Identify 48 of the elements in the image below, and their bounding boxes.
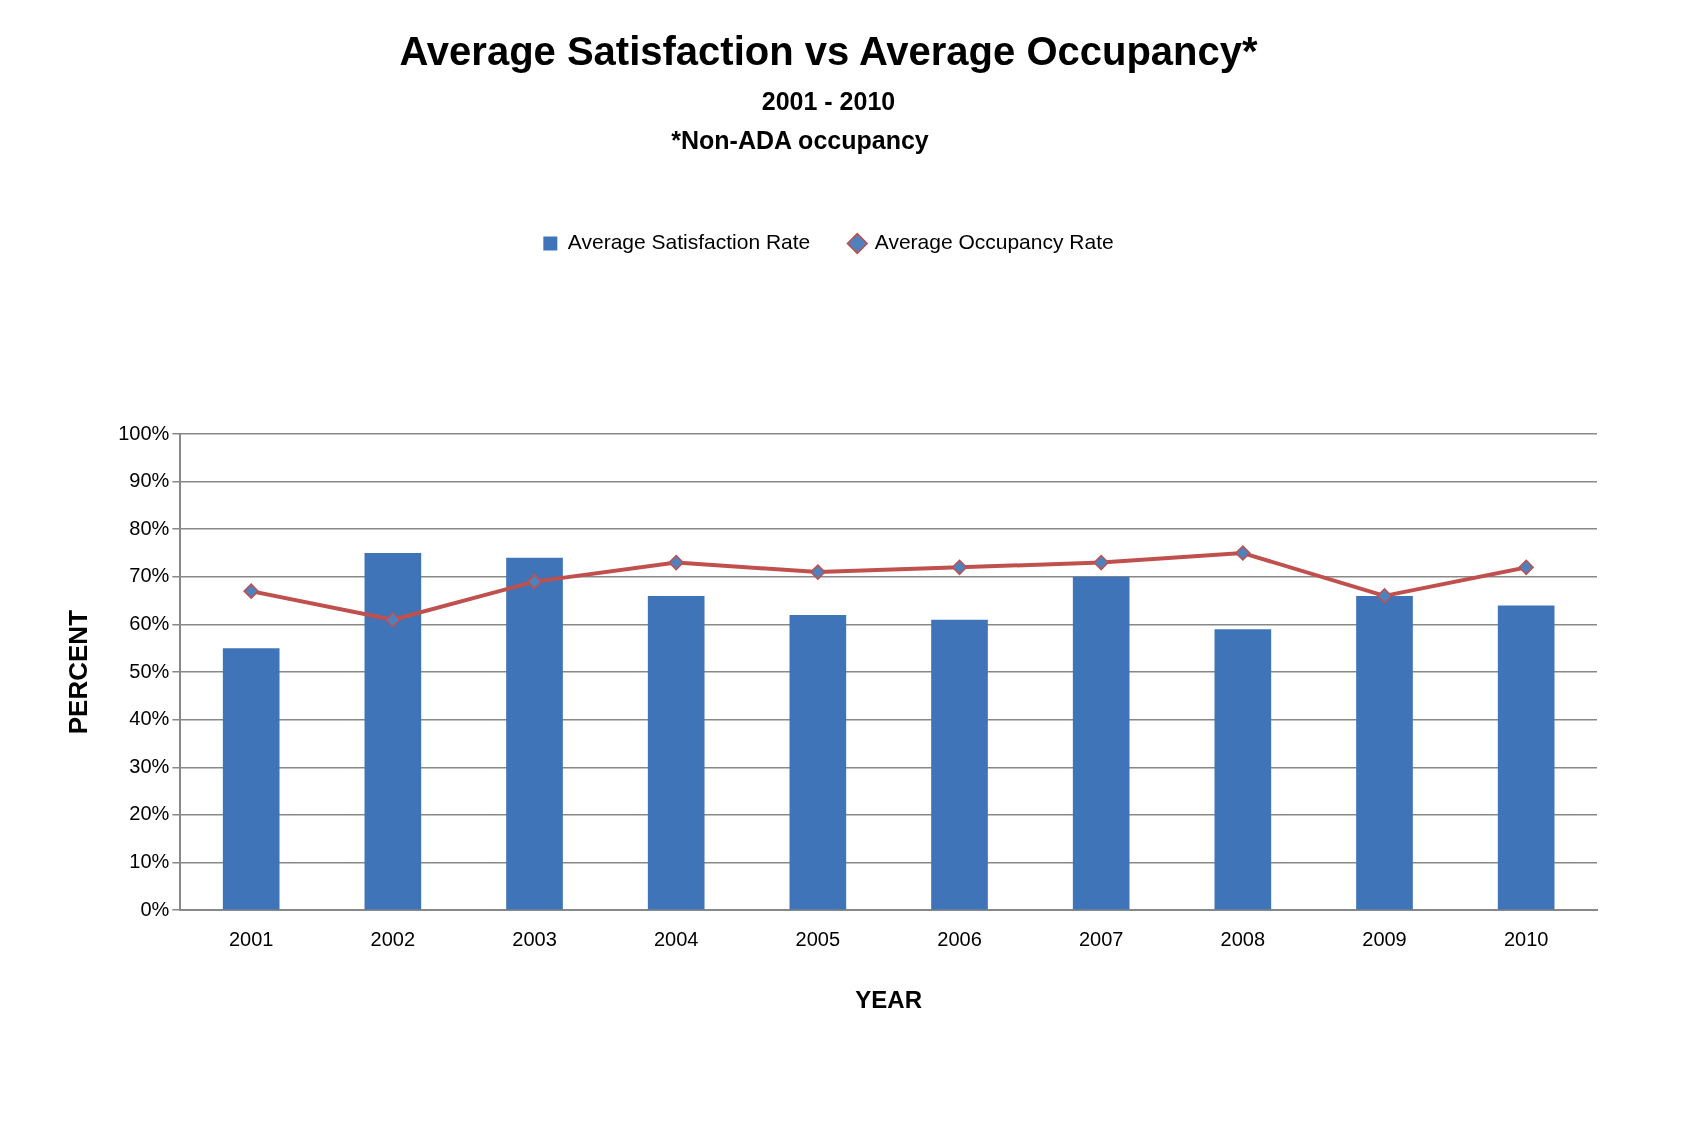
point	[1235, 545, 1251, 561]
point	[810, 564, 826, 580]
point	[1518, 559, 1534, 576]
y-tick-label: 80%	[129, 516, 170, 539]
bar	[1497, 605, 1555, 910]
legend-label: Average Occupancy Rate	[874, 230, 1114, 254]
bar	[364, 553, 422, 910]
x-tick-label: 2007	[1078, 927, 1124, 950]
point	[1376, 588, 1393, 604]
y-tick-label: 30%	[129, 754, 170, 777]
point	[668, 554, 684, 571]
y-tick-label: 60%	[129, 612, 170, 634]
legend-label: Average Satisfaction Rate	[567, 230, 811, 254]
point	[526, 573, 543, 590]
bar	[789, 614, 847, 910]
bar	[506, 557, 563, 910]
x-tick-label: 2004	[653, 927, 699, 950]
y-tick-label: 40%	[129, 707, 170, 730]
x-tick-label: 2010	[1503, 927, 1549, 950]
point	[243, 583, 259, 599]
y-tick-label: 90%	[129, 469, 170, 492]
bar	[931, 619, 988, 910]
x-tick-label: 2005	[795, 927, 841, 950]
x-tick-label: 2009	[1362, 927, 1407, 950]
x-axis-title: YEAR	[855, 986, 923, 1014]
x-tick-label: 2003	[512, 927, 557, 950]
bar	[1214, 629, 1272, 910]
text: *Non-ADA occupancy	[671, 126, 929, 155]
x-tick-label: 2006	[937, 927, 982, 950]
point	[385, 611, 401, 628]
chart-subtitle: 2001 - 2010	[761, 86, 896, 115]
bar	[1072, 576, 1130, 910]
y-axis-title: PERCENT	[62, 609, 93, 735]
x-tick-label: 2008	[1220, 927, 1266, 950]
y-tick-label: 20%	[129, 802, 170, 825]
y-tick-label: 70%	[129, 564, 170, 587]
point	[1093, 554, 1109, 571]
bar	[222, 648, 280, 910]
bar	[647, 595, 705, 910]
x-tick-label: 2001	[228, 927, 274, 950]
y-tick-label: 50%	[129, 659, 170, 682]
y-tick-label: 0%	[140, 897, 170, 920]
bar	[1356, 595, 1413, 910]
y-tick-label: 100%	[118, 421, 170, 444]
point	[951, 559, 968, 576]
chart-title: Average Satisfaction vs Average Occupancy*	[399, 29, 1259, 74]
y-tick-label: 10%	[129, 850, 170, 873]
x-tick-label: 2002	[370, 927, 416, 950]
